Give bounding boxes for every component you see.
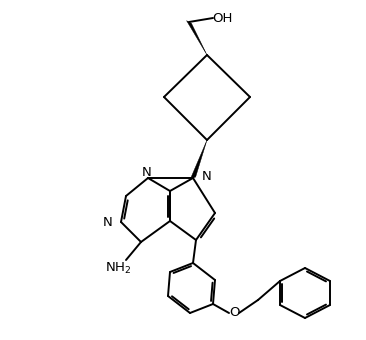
- Text: N: N: [102, 216, 112, 228]
- Polygon shape: [187, 21, 207, 55]
- Text: O: O: [229, 306, 239, 320]
- Text: N: N: [202, 170, 212, 183]
- Text: NH$_2$: NH$_2$: [105, 260, 131, 275]
- Text: N: N: [142, 166, 152, 178]
- Polygon shape: [190, 140, 207, 179]
- Text: OH: OH: [212, 12, 232, 24]
